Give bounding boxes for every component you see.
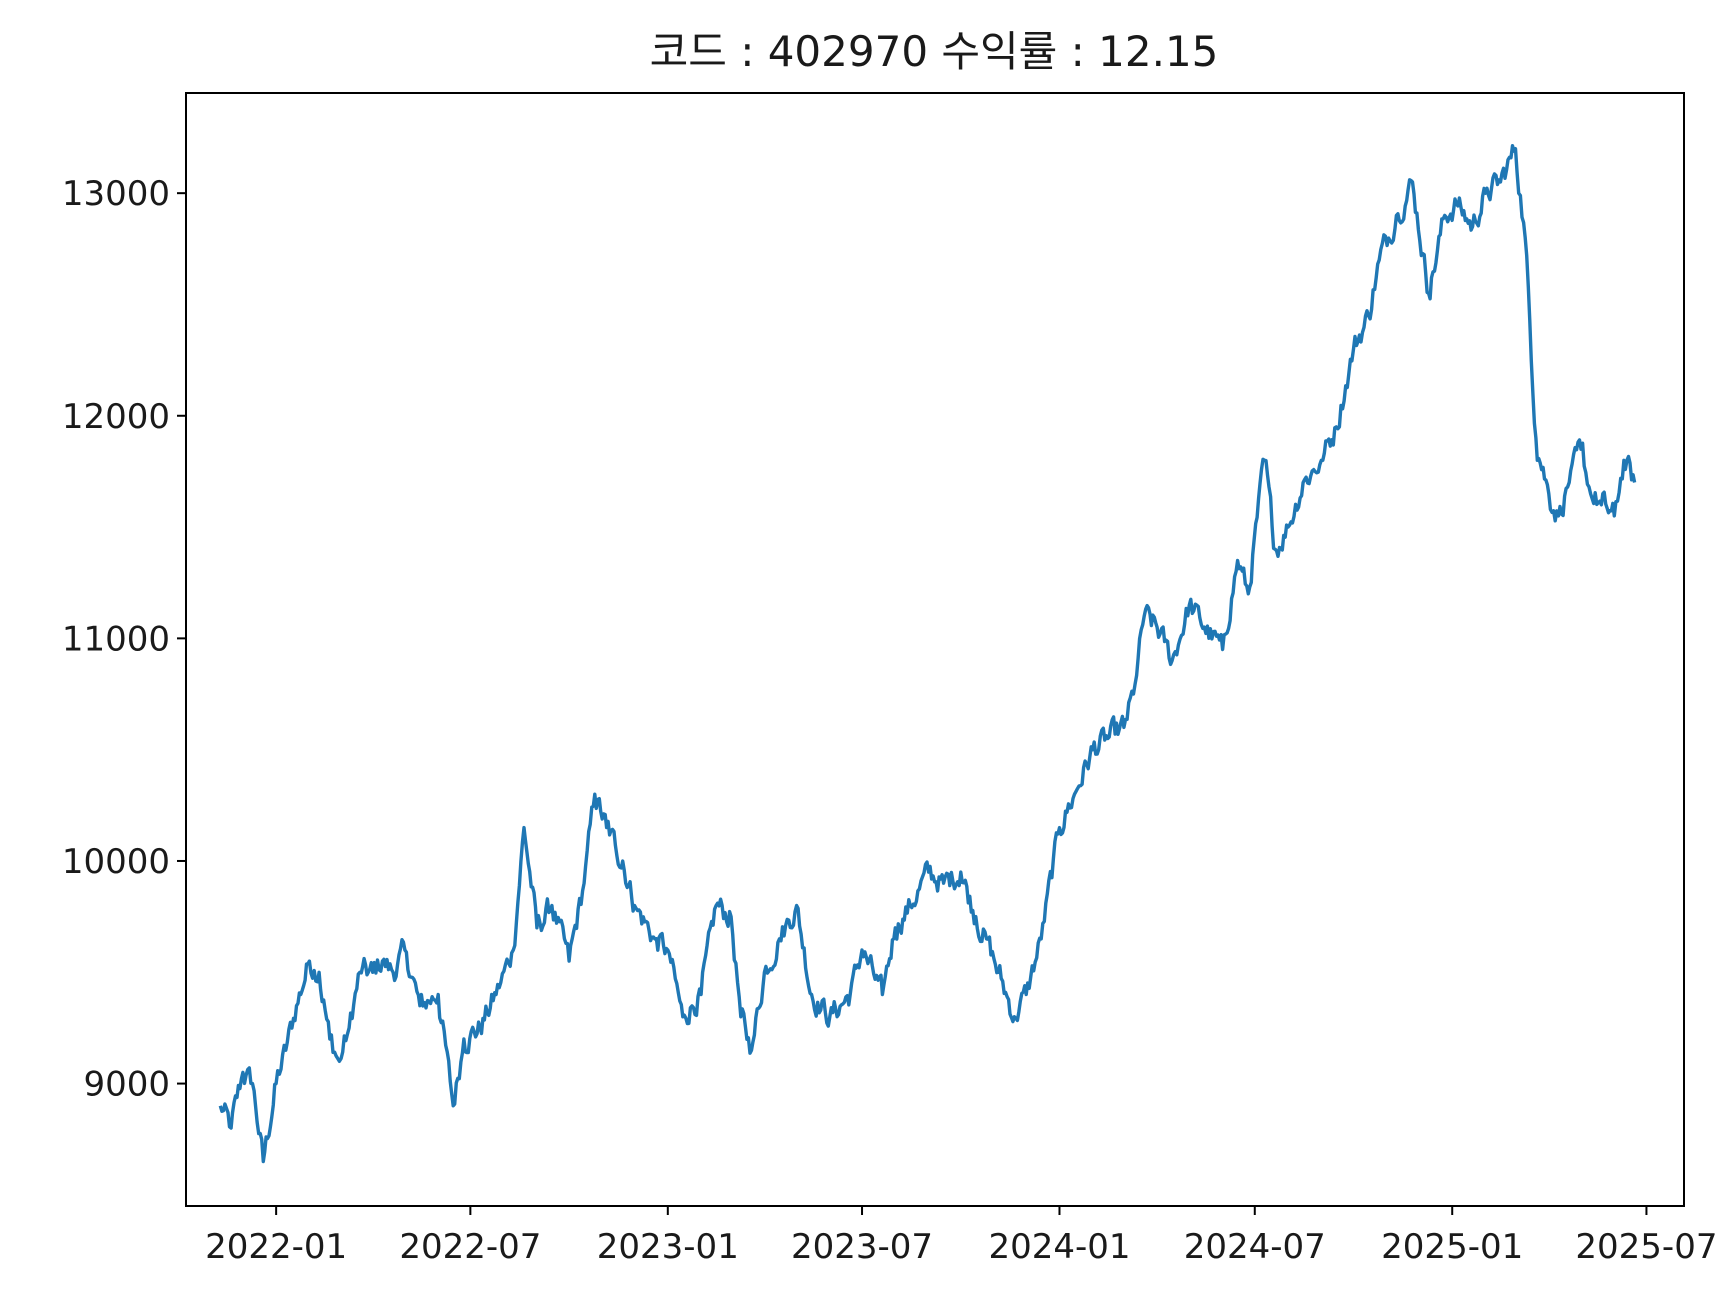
y-tick-label: 10000	[62, 842, 170, 882]
x-tick-label: 2025-07	[1575, 1227, 1717, 1267]
x-axis: 2022-01 2022-07 2023-01 2023-07 2024-01 2024-…	[205, 1206, 1717, 1267]
plot-area	[218, 144, 1637, 1164]
y-tick-label: 12000	[62, 397, 170, 437]
y-tick-label: 13000	[62, 174, 170, 214]
x-tick-label: 2024-07	[1184, 1227, 1326, 1267]
series-line	[218, 144, 1637, 1164]
x-tick-label: 2023-07	[791, 1227, 933, 1267]
x-tick-label: 2023-01	[597, 1227, 739, 1267]
x-tick-label: 2024-01	[988, 1227, 1130, 1267]
x-tick-label: 2022-01	[205, 1227, 347, 1267]
y-axis: 9000 10000 11000 12000 13000	[62, 174, 186, 1105]
y-tick-label: 9000	[83, 1065, 170, 1105]
plot-frame	[185, 92, 1685, 1207]
x-tick-label: 2025-01	[1381, 1227, 1523, 1267]
y-tick-label: 11000	[62, 619, 170, 659]
chart-title: 코드 : 402970 수익률 : 12.15	[650, 27, 1219, 76]
x-tick-label: 2022-07	[399, 1227, 541, 1267]
